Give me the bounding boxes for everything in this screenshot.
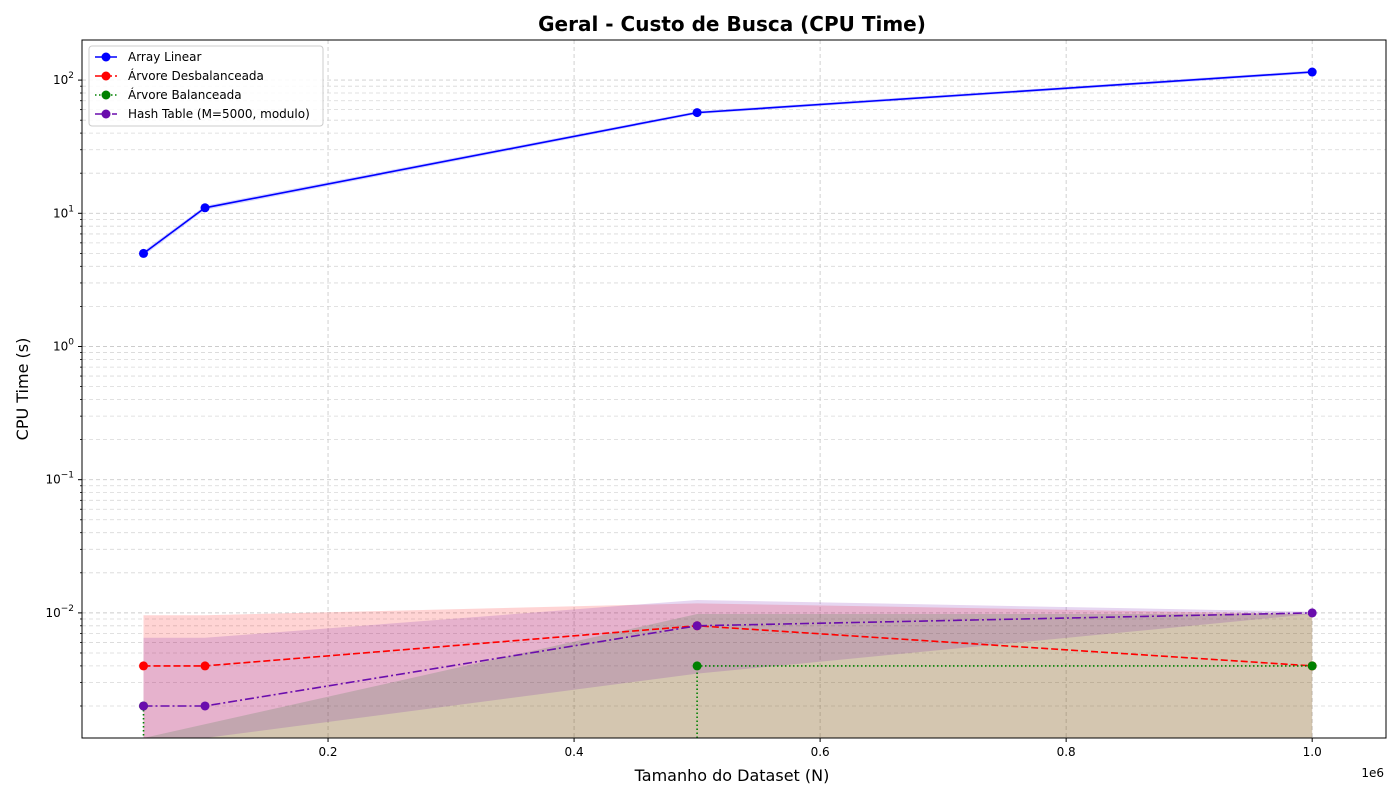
- x-axis-offset-label: 1e6: [1361, 766, 1384, 780]
- y-tick-label: 10−2: [45, 604, 74, 620]
- legend: Array Linear Árvore Desbalanceada Árvore B…: [88, 45, 324, 127]
- plot-area: 10−2 10−1 100 101 102 0.2 0.4 0.6 0.8 1.0: [45, 39, 1387, 759]
- data-point-series-3: [200, 701, 210, 711]
- confidence-band-series-3: [143, 599, 1313, 738]
- confidence-band-series-2: [143, 614, 1313, 738]
- legend-marker-1: [101, 71, 111, 81]
- legend-label-1: Árvore Desbalanceada: [128, 68, 264, 83]
- data-point-series-1: [200, 661, 210, 671]
- data-point-series-3: [139, 701, 149, 711]
- legend-box: [88, 45, 324, 127]
- y-tick-label: 10−1: [45, 471, 74, 487]
- confidence-band-series-1: [143, 603, 1313, 738]
- data-point-series-0: [200, 203, 210, 213]
- data-point-series-1: [139, 661, 149, 671]
- data-point-series-0: [1307, 67, 1317, 77]
- x-tick-label: 1.0: [1303, 745, 1322, 759]
- x-axis-title: Tamanho do Dataset (N): [634, 766, 830, 785]
- chart-title: Geral - Custo de Busca (CPU Time): [538, 12, 926, 36]
- legend-marker-0: [101, 52, 111, 62]
- data-point-series-3: [1307, 608, 1317, 618]
- series-line-3: [143, 612, 1313, 707]
- legend-marker-2: [101, 90, 111, 100]
- y-tick-label: 102: [53, 71, 74, 87]
- x-tick-label: 0.6: [811, 745, 830, 759]
- data-point-series-0: [139, 248, 149, 258]
- x-tick-label: 0.4: [565, 745, 584, 759]
- y-axis-title: CPU Time (s): [13, 338, 32, 441]
- legend-label-0: Array Linear: [128, 50, 201, 64]
- series-line-0: [143, 71, 1313, 255]
- x-tick-label: 0.8: [1057, 745, 1076, 759]
- x-tick-label: 0.2: [318, 745, 337, 759]
- series-line-1: [143, 624, 1313, 667]
- data-point-series-2: [1307, 661, 1317, 671]
- legend-label-2: Árvore Balanceada: [128, 87, 242, 102]
- legend-marker-3: [101, 109, 111, 119]
- data-point-series-0: [692, 108, 702, 118]
- series-layer: [142, 70, 1313, 738]
- data-point-series-3: [692, 621, 702, 631]
- y-tick-label: 101: [53, 204, 74, 220]
- legend-label-3: Hash Table (M=5000, modulo): [128, 107, 310, 121]
- y-tick-label: 100: [53, 337, 74, 353]
- axes-frame: [81, 39, 1387, 739]
- data-point-series-2: [692, 661, 702, 671]
